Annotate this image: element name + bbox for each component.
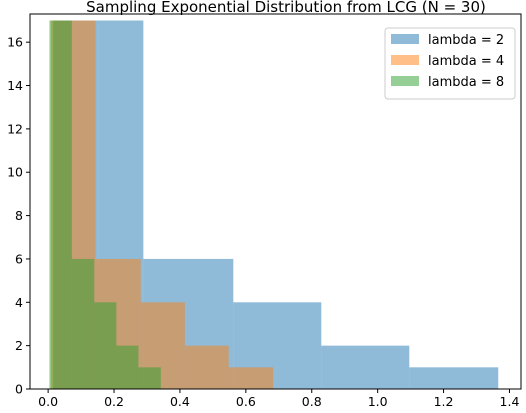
x-tick-label: 0.6 <box>236 394 256 409</box>
bars-layer <box>49 20 499 389</box>
legend: lambda = 2 lambda = 4 lambda = 8 <box>384 27 516 100</box>
histogram-bar-series-1-bin-6 <box>409 367 499 389</box>
y-tick-label: 6 <box>15 251 23 266</box>
histogram-bar-series-3-bin-2 <box>60 20 72 389</box>
histogram-bar-series-3-bin-1 <box>49 20 61 389</box>
legend-swatch <box>391 34 419 44</box>
y-tick-label: 14 <box>7 78 23 93</box>
histogram-bar-series-3-bin-3 <box>71 258 95 389</box>
y-axis: 0 2 4 6 8 10 12 14 16 <box>7 35 30 397</box>
y-tick-label: 2 <box>15 338 23 353</box>
x-tick-label: 1.0 <box>368 394 388 409</box>
legend-swatch <box>391 76 419 86</box>
y-tick-label: 8 <box>15 208 23 223</box>
histogram-bar-series-1-bin-5 <box>321 345 410 389</box>
x-tick-label: 1.4 <box>500 394 520 409</box>
x-tick-label: 0.8 <box>302 394 322 409</box>
chart-title: Sampling Exponential Distribution from L… <box>86 0 486 16</box>
plot-area-frame <box>29 13 522 390</box>
y-tick-label: 0 <box>15 382 23 397</box>
histogram-bar-series-3-bin-4 <box>94 302 117 389</box>
y-tick-label: 10 <box>7 165 23 180</box>
x-axis: 0.0 0.2 0.4 0.6 0.8 1.0 1.2 1.4 <box>38 389 519 409</box>
histogram-bar-series-2-bin-6 <box>228 367 274 389</box>
x-tick-label: 0.0 <box>38 394 58 409</box>
histogram-bar-series-3-bin-5 <box>116 345 139 389</box>
legend-swatch <box>391 55 419 65</box>
legend-label: lambda = 4 <box>428 54 504 69</box>
y-tick-label: 12 <box>7 121 23 136</box>
x-tick-label: 0.4 <box>170 394 190 409</box>
x-tick-label: 0.2 <box>104 394 124 409</box>
legend-label: lambda = 2 <box>428 33 504 48</box>
legend-label: lambda = 8 <box>428 75 504 90</box>
histogram-bar-series-3-bin-6 <box>138 367 161 389</box>
x-tick-label: 1.2 <box>434 394 454 409</box>
y-tick-label: 4 <box>15 295 23 310</box>
y-tick-label: 16 <box>7 35 23 50</box>
histogram-bar-series-2-bin-5 <box>184 345 229 389</box>
